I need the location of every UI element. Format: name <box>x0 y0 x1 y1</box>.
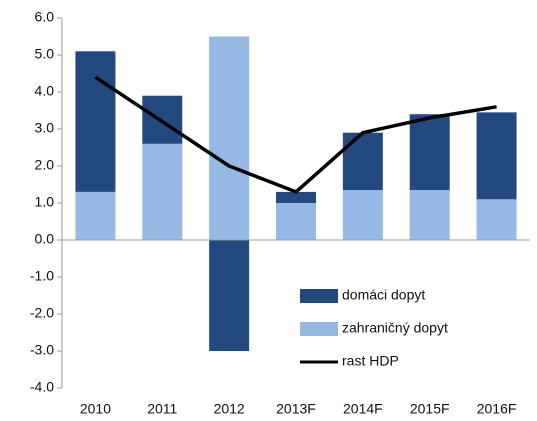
bar <box>276 191 316 203</box>
y-tick-label: 5.0 <box>35 46 55 62</box>
bar <box>209 36 250 240</box>
bar <box>209 240 250 351</box>
legend-swatch <box>300 289 338 303</box>
y-tick-label: -4.0 <box>30 379 54 395</box>
y-tick-label: 4.0 <box>35 83 55 99</box>
bar <box>75 51 116 192</box>
legend-swatch <box>300 322 338 336</box>
bar <box>476 199 517 240</box>
x-tick-label: 2016F <box>477 401 517 417</box>
legend-label: zahraničný dopyt <box>342 320 448 336</box>
bar <box>409 114 450 191</box>
bar <box>409 190 450 240</box>
bar <box>476 112 517 200</box>
legend-label: rast HDP <box>342 353 399 369</box>
y-tick-label: 3.0 <box>35 120 55 136</box>
x-tick-label: 2012 <box>214 401 245 417</box>
y-tick-label: -1.0 <box>30 268 54 284</box>
x-tick-label: 2013F <box>276 401 316 417</box>
y-tick-label: 6.0 <box>35 9 55 25</box>
bar <box>342 190 383 240</box>
y-tick-label: 2.0 <box>35 157 55 173</box>
y-tick-label: 0.0 <box>35 231 55 247</box>
x-tick-label: 2010 <box>80 401 111 417</box>
y-tick-label: -2.0 <box>30 305 54 321</box>
x-tick-label: 2014F <box>343 401 383 417</box>
line <box>94 75 497 194</box>
bar <box>276 203 316 240</box>
y-tick-label: 1.0 <box>35 194 55 210</box>
bar <box>75 191 116 240</box>
y-tick-label: -3.0 <box>30 342 54 358</box>
legend-label: domáci dopyt <box>342 287 425 303</box>
x-tick-label: 2015F <box>410 401 450 417</box>
bar <box>142 143 183 240</box>
x-tick-label: 2011 <box>147 401 177 417</box>
bar <box>342 132 383 191</box>
